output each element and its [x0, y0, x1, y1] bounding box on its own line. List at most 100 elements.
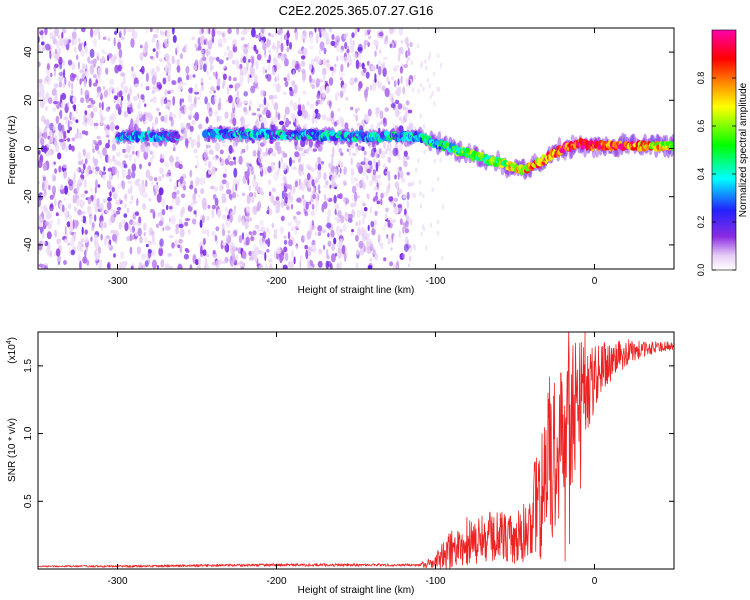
noise-blob [437, 176, 440, 182]
noise-blob [76, 182, 80, 193]
noise-blob [380, 198, 383, 206]
noise-blob [343, 252, 347, 262]
noise-blob [113, 88, 117, 94]
noise-blob [318, 48, 322, 55]
noise-blob [139, 236, 143, 244]
noise-blob [222, 179, 227, 185]
noise-blob [143, 150, 149, 160]
noise-blob [149, 243, 153, 247]
noise-blob [141, 252, 146, 261]
noise-blob [127, 168, 131, 177]
snr-frame [37, 331, 675, 570]
noise-blob [315, 77, 321, 88]
noise-blob [149, 151, 153, 155]
noise-blob [211, 231, 216, 237]
noise-blob [386, 170, 389, 178]
spectrogram-y-tick-label: 0 [23, 145, 34, 151]
noise-blob [250, 46, 254, 50]
noise-blob [404, 111, 408, 120]
noise-blob [343, 82, 347, 89]
noise-blob [326, 222, 332, 229]
noise-blob [351, 185, 357, 194]
noise-blob [38, 138, 41, 147]
noise-blob [424, 59, 427, 65]
noise-blob [217, 208, 222, 218]
noise-blob [43, 207, 49, 213]
noise-blob [403, 63, 409, 69]
noise-blob [437, 53, 440, 59]
noise-blob [200, 214, 203, 222]
noise-blob [402, 86, 406, 95]
noise-blob [131, 163, 137, 172]
noise-blob [292, 70, 295, 77]
noise-blob [305, 163, 311, 169]
noise-blob [230, 260, 234, 267]
noise-blob [323, 73, 326, 82]
noise-blob [68, 225, 74, 232]
noise-blob [321, 229, 327, 234]
noise-blob [52, 35, 56, 45]
noise-blob [415, 167, 418, 173]
noise-blob [166, 101, 172, 107]
noise-blob [162, 173, 165, 178]
noise-blob [308, 179, 312, 189]
noise-blob [436, 230, 440, 236]
noise-blob [179, 53, 183, 60]
noise-blob [155, 50, 159, 59]
noise-blob [269, 34, 275, 38]
noise-blob [55, 92, 58, 98]
noise-blob [177, 83, 183, 91]
noise-blob [40, 205, 45, 212]
colorbar-tick-label: 0.6 [696, 120, 706, 133]
noise-blob [114, 110, 117, 121]
noise-blob [67, 203, 72, 210]
noise-blob [58, 138, 64, 143]
noise-blob [145, 169, 151, 179]
noise-blob [406, 191, 410, 201]
noise-blob [306, 172, 311, 181]
noise-blob [343, 181, 347, 186]
noise-blob [248, 59, 251, 63]
noise-blob [57, 122, 63, 132]
noise-blob [159, 30, 163, 35]
noise-blob [331, 156, 334, 166]
noise-blob [373, 186, 379, 191]
noise-blob [57, 34, 61, 40]
noise-blob [196, 140, 201, 148]
noise-blob [260, 251, 266, 256]
noise-blob [214, 94, 217, 103]
noise-blob [116, 200, 120, 206]
noise-blob [79, 199, 84, 206]
spectrogram-y-tick-label: 40 [23, 46, 34, 58]
noise-blob [114, 30, 118, 35]
noise-blob [295, 63, 300, 69]
noise-blob [436, 219, 440, 225]
noise-blob [76, 242, 82, 251]
noise-blob [111, 186, 115, 193]
noise-blob [131, 220, 137, 226]
noise-blob [120, 36, 125, 41]
noise-blob [222, 73, 227, 81]
noise-blob [201, 197, 207, 208]
noise-blob [148, 162, 151, 167]
noise-blob [202, 214, 205, 223]
noise-blob [194, 43, 198, 49]
noise-blob [82, 148, 86, 157]
noise-blob [107, 261, 111, 269]
noise-blob [227, 154, 231, 161]
noise-blob [368, 180, 373, 187]
noise-blob [43, 119, 48, 125]
noise-blob [205, 253, 210, 257]
noise-blob [402, 253, 405, 259]
noise-blob [222, 242, 227, 246]
noise-blob [357, 28, 360, 33]
noise-blob [39, 216, 43, 224]
noise-blob [333, 216, 338, 221]
noise-blob [268, 49, 272, 54]
noise-blob [291, 159, 296, 164]
noise-blob [210, 185, 215, 190]
noise-blob [355, 108, 361, 111]
noise-blob [51, 89, 57, 96]
noise-blob [214, 158, 219, 162]
noise-blob [207, 50, 211, 55]
